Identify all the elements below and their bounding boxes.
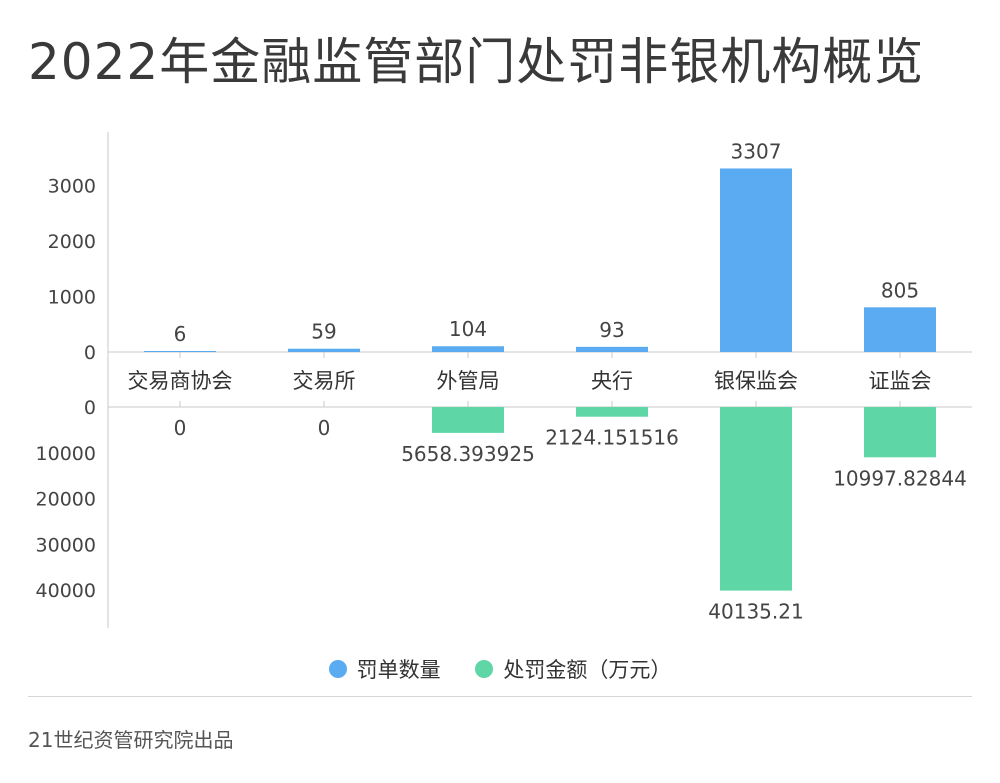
y-tick-label-lower: 0 [84, 397, 96, 419]
legend-label-penalty-amount: 处罚金额（万元） [503, 658, 672, 682]
source-credit: 21世纪资管研究院出品 [28, 728, 234, 752]
footer-divider [28, 696, 972, 697]
y-tick-label-upper: 2000 [48, 231, 96, 253]
chart-title: 2022年金融监管部门处罚非银机构概览 [28, 33, 925, 91]
bar-penalty-count [720, 168, 792, 352]
data-label-penalty-count: 93 [599, 318, 624, 342]
y-tick-label-lower: 10000 [36, 443, 96, 465]
bar-penalty-count [144, 351, 216, 352]
data-label-penalty-amount: 10997.82844 [833, 466, 967, 490]
data-label-penalty-amount: 2124.151516 [545, 426, 679, 450]
legend-item-penalty-count[interactable]: 罚单数量 [328, 654, 441, 684]
bar-penalty-count [432, 346, 504, 352]
data-label-penalty-amount: 40135.21 [708, 600, 803, 624]
legend: 罚单数量 处罚金额（万元） [0, 654, 1000, 684]
legend-dot-green [475, 660, 494, 678]
y-tick-label-upper: 1000 [48, 287, 96, 309]
data-label-penalty-count: 805 [881, 278, 919, 302]
category-label: 交易商协会 [128, 369, 233, 393]
data-label-penalty-count: 59 [311, 320, 336, 344]
legend-label-penalty-count: 罚单数量 [356, 658, 441, 682]
data-label-penalty-count: 6 [174, 322, 187, 346]
category-label: 交易所 [293, 369, 356, 393]
bar-chart: 0100020003000010000200003000040000交易商协会6… [36, 132, 972, 628]
bar-penalty-count [864, 307, 936, 352]
data-label-penalty-amount: 0 [174, 416, 187, 440]
y-tick-label-lower: 40000 [36, 580, 96, 602]
y-tick-label-lower: 20000 [36, 489, 96, 511]
category-label: 央行 [591, 369, 633, 393]
bar-penalty-amount [720, 407, 792, 591]
data-label-penalty-count: 3307 [731, 139, 782, 163]
y-tick-label-lower: 30000 [36, 534, 96, 556]
category-label: 证监会 [869, 369, 932, 393]
bar-penalty-amount [576, 407, 648, 417]
category-label: 外管局 [437, 369, 500, 393]
legend-dot-blue [328, 660, 347, 678]
data-label-penalty-amount: 0 [318, 416, 331, 440]
bar-penalty-amount [864, 407, 936, 458]
legend-item-penalty-amount[interactable]: 处罚金额（万元） [475, 654, 671, 684]
category-label: 银保监会 [714, 369, 798, 393]
bar-penalty-amount [432, 407, 504, 433]
bar-penalty-count [576, 346, 648, 352]
data-label-penalty-count: 104 [449, 317, 487, 341]
bar-penalty-count [288, 348, 360, 352]
y-tick-label-upper: 3000 [48, 176, 96, 198]
y-tick-label-upper: 0 [84, 342, 96, 364]
data-label-penalty-amount: 5658.393925 [401, 442, 535, 466]
